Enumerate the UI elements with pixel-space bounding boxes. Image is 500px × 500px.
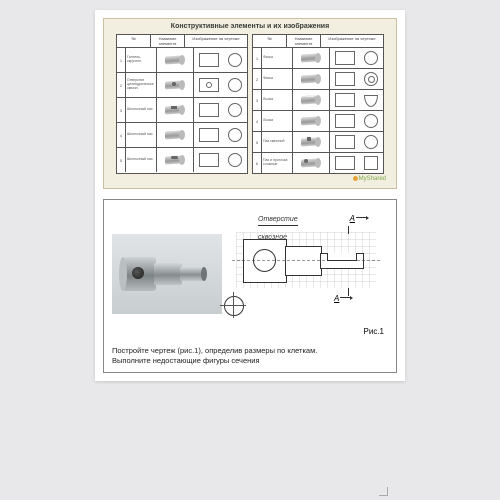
part-render — [112, 234, 222, 314]
table-right-header: № Название элемента Изображение на черте… — [253, 35, 383, 48]
table-row: 3 Лыска — [253, 90, 383, 111]
table-row: 3 Шпоночный паз — [117, 98, 247, 123]
table-left: № Название элемента Изображение на черте… — [116, 34, 248, 174]
section-mark-bottom: A — [334, 294, 350, 303]
table-row: 1 Галтель, скруглен. — [117, 48, 247, 73]
step-2 — [285, 246, 322, 276]
table-row: 5 Паз сквозной — [253, 132, 383, 153]
cylinder-icon — [301, 73, 321, 85]
resize-corner-icon — [379, 487, 388, 496]
cylinder-icon — [165, 54, 185, 66]
table-row: 2 Отверстие цилиндрическое сквозн. — [117, 73, 247, 98]
table-right: № Название элемента Изображение на черте… — [252, 34, 384, 174]
table-row: 2 Фаска — [253, 69, 383, 90]
tables-row: № Название элемента Изображение на черте… — [110, 34, 390, 174]
end-view-circle — [224, 296, 244, 316]
table-left-header: № Название элемента Изображение на черте… — [117, 35, 247, 48]
cylinder-icon — [301, 52, 321, 64]
stepped-shaft-icon — [122, 251, 212, 297]
exercise-body: Отверстие сквозное A A — [112, 208, 388, 338]
figure-label: Рис.1 — [364, 327, 384, 336]
watermark: MyShared — [110, 176, 390, 182]
task-line-1: Постройте чертеж (рис.1), определив разм… — [112, 346, 388, 356]
cylinder-icon — [301, 115, 321, 127]
drawing-grid — [236, 232, 376, 288]
iso-cell — [157, 48, 194, 72]
table-row: 4 Лыска — [253, 111, 383, 132]
cylinder-icon — [165, 129, 185, 141]
logo-dot-icon — [353, 176, 358, 181]
cylinder-icon — [301, 157, 321, 169]
cylinder-icon — [165, 104, 185, 116]
task-text: Постройте чертеж (рис.1), определив разм… — [112, 346, 388, 366]
table-row: 4 Шпоночный паз — [117, 123, 247, 148]
table-row: 5 Шпоночный паз — [117, 148, 247, 172]
end-view-cross — [233, 292, 234, 318]
views-cell — [194, 48, 247, 72]
section-line — [348, 226, 349, 234]
table-row: 6 Паз и проточка сложные — [253, 153, 383, 173]
reference-title: Конструктивные элементы и их изображения — [110, 23, 390, 30]
technical-drawing: Отверстие сквозное A A — [230, 208, 388, 338]
table-row: 1 Фаска — [253, 48, 383, 69]
cylinder-icon — [165, 79, 185, 91]
centerline — [232, 260, 380, 261]
cylinder-icon — [165, 154, 185, 166]
section-mark-top: A — [350, 214, 366, 223]
hole-label-l1: Отверстие — [258, 216, 298, 226]
cylinder-icon — [301, 94, 321, 106]
exercise-panel: Отверстие сквозное A A — [103, 199, 397, 373]
cylinder-icon — [301, 136, 321, 148]
document-page: Конструктивные элементы и их изображения… — [95, 10, 405, 381]
reference-card: Конструктивные элементы и их изображения… — [103, 18, 397, 189]
task-line-2: Выполните недостающие фигуры сечения — [112, 356, 388, 366]
